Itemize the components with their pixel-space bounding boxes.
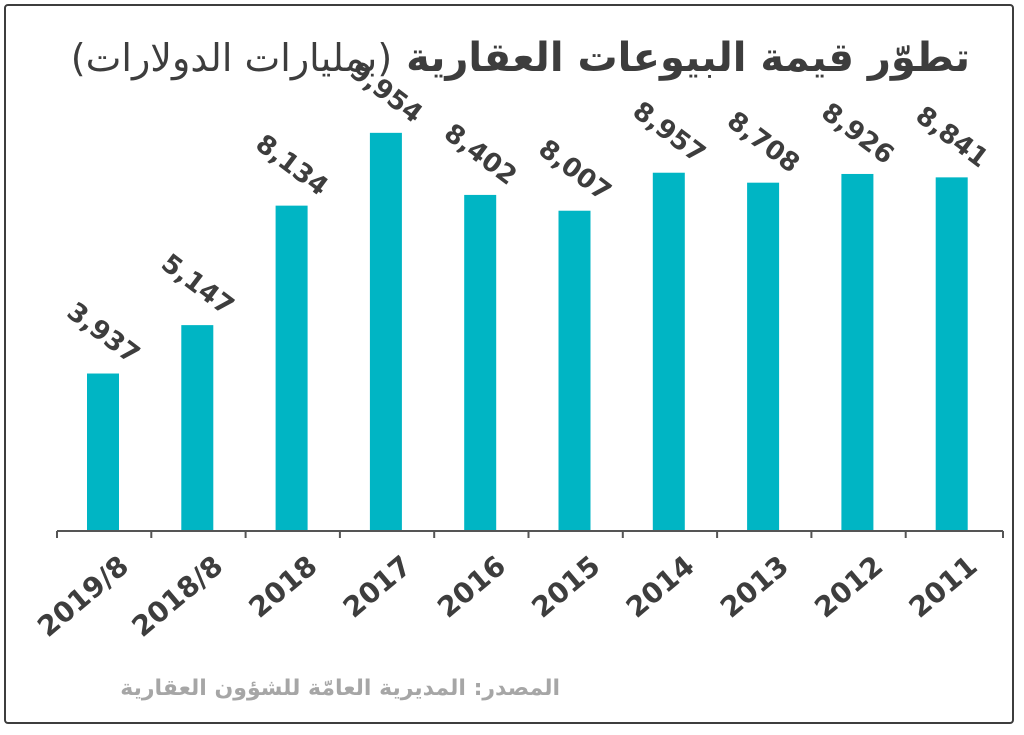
category-label: 2019/8 [31,549,135,643]
category-label: 2013 [714,549,795,624]
value-label: 8,841 [910,101,994,174]
bar-2018/8 [181,325,214,531]
value-label: 9,954 [344,56,428,129]
bar-2014 [652,172,685,531]
category-label: 2015 [525,549,606,624]
category-label: 2017 [337,549,418,624]
bar-2012 [841,173,874,531]
category-label: 2018/8 [125,549,229,643]
value-label: 3,937 [61,297,145,370]
value-label: 8,134 [250,129,334,202]
source-note: المصدر: المديرية العامّة للشؤون العقارية [120,676,560,701]
chart-unit-label: (بمليارات الدولارات) [70,36,393,80]
bar-2011 [935,177,968,532]
chart-title-text: تطوّر قيمة البيوعات العقارية [406,35,970,81]
category-label: 2018 [243,549,324,624]
value-label: 8,402 [438,118,522,191]
category-label: 2011 [903,549,984,624]
category-label: 2012 [808,549,889,624]
value-label: 5,147 [155,248,239,321]
bar-2017 [369,132,402,531]
x-axis-ticks [56,531,1004,538]
value-label: 8,007 [533,134,617,207]
bars-group [87,132,968,532]
category-label: 2016 [431,549,512,624]
bar-2018 [275,205,308,531]
bar-2015 [558,210,591,531]
chart-title: تطوّر قيمة البيوعات العقارية (بمليارات ا… [40,28,970,88]
value-label: 8,957 [627,96,711,169]
value-label: 8,708 [721,106,805,179]
value-label: 8,926 [816,97,900,170]
bar-2013 [747,182,780,531]
category-label: 2014 [620,549,701,624]
bar-2016 [464,194,497,532]
bar-2019/8 [87,373,119,531]
